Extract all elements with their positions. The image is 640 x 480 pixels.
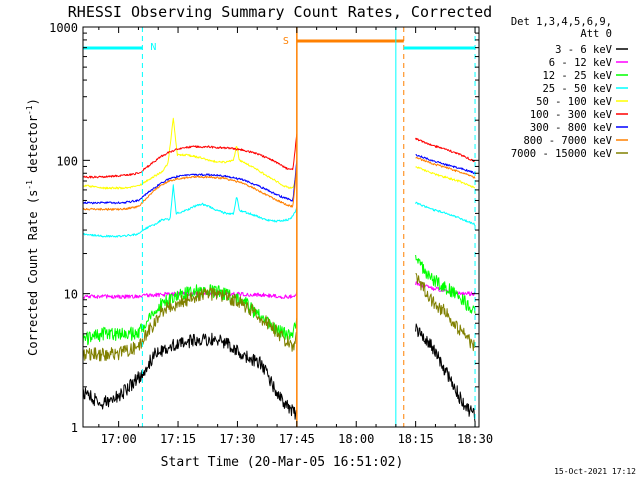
x-tick-label: 17:30 (219, 432, 255, 446)
series-line-25-50-kev-pre (82, 184, 298, 238)
legend-label-3-6-kev: 3 - 6 keV (555, 44, 613, 56)
legend-label-12-25-kev: 12 - 25 keV (542, 70, 612, 82)
x-tick-label: 17:45 (279, 432, 315, 446)
series-line-6-12-kev-post (415, 281, 476, 297)
series-line-7000-15000-kev-post (415, 273, 476, 352)
y-axis-label: Corrected Count Rate (s-1 detector-1) (25, 98, 40, 356)
y-axis-label-sup2: -1 (25, 105, 34, 115)
series-line-3-6-kev-post (415, 323, 476, 422)
legend-header-line: Att 0 (580, 28, 612, 40)
series-line-12-25-kev-post (415, 254, 476, 314)
series-3-6-kev (82, 323, 476, 422)
series-line-100-300-kev-pre (82, 133, 298, 179)
saa-label: S (283, 36, 289, 47)
series-100-300-kev (82, 133, 476, 179)
y-axis-label-mid: detector (26, 115, 40, 180)
series-line-12-25-kev-pre (82, 284, 298, 346)
x-tick-label: 18:00 (338, 432, 374, 446)
footer-date: 15-Oct-2021 17:12 (554, 467, 636, 476)
series-line-25-50-kev-post (415, 201, 476, 226)
series-line-50-100-kev-pre (82, 117, 298, 190)
series-line-300-800-kev-post (415, 154, 476, 175)
legend-label-800-7000-kev: 800 - 7000 keV (523, 135, 612, 147)
x-tick-label: 17:15 (160, 432, 196, 446)
y-axis-label-main: Corrected Count Rate (s (26, 190, 40, 356)
y-tick-label: 100 (56, 154, 78, 168)
y-axis-label-sup1: -1 (25, 180, 34, 190)
series-line-800-7000-kev-post (415, 156, 476, 179)
series-line-7000-15000-kev-pre (82, 287, 298, 362)
y-tick-label: 1000 (49, 21, 78, 35)
series-line-3-6-kev-pre (82, 332, 297, 420)
y-tick-label: 10 (64, 288, 78, 302)
series-line-300-800-kev-pre (82, 160, 298, 205)
legend-label-7000-15000-kev: 7000 - 15000 keV (511, 148, 613, 160)
x-tick-label: 17:00 (101, 432, 137, 446)
x-axis-label: Start Time (20-Mar-05 16:51:02) (161, 455, 404, 470)
y-axis-label-group: Corrected Count Rate (s-1 detector-1) (25, 98, 40, 356)
series-line-100-300-kev-post (415, 137, 476, 163)
legend-label-25-50-kev: 25 - 50 keV (542, 83, 612, 95)
x-tick-label: 18:15 (398, 432, 434, 446)
series-7000-15000-kev (82, 273, 476, 362)
series-300-800-kev (82, 154, 476, 205)
series-800-7000-kev (82, 156, 476, 211)
legend-header-line: Det 1,3,4,5,6,9, (511, 16, 612, 28)
series-6-12-kev (82, 281, 476, 299)
night-label: N (150, 42, 156, 53)
y-tick-label: 1 (71, 421, 78, 435)
legend-label-50-100-kev: 50 - 100 keV (536, 96, 613, 108)
y-axis-label-end: ) (26, 98, 40, 105)
legend-label-6-12-kev: 6 - 12 keV (549, 57, 613, 69)
plot-frame (82, 26, 480, 428)
series-line-800-7000-kev-pre (82, 165, 298, 211)
legend-label-100-300-kev: 100 - 300 keV (530, 109, 613, 121)
x-tick-label: 18:30 (457, 432, 493, 446)
series-line-50-100-kev-post (415, 166, 476, 189)
series-25-50-kev (82, 184, 476, 238)
legend-label-300-800-kev: 300 - 800 keV (530, 122, 613, 134)
series-50-100-kev (82, 117, 476, 190)
chart-title: RHESSI Observing Summary Count Rates, Co… (68, 3, 492, 21)
series-12-25-kev (82, 254, 476, 346)
